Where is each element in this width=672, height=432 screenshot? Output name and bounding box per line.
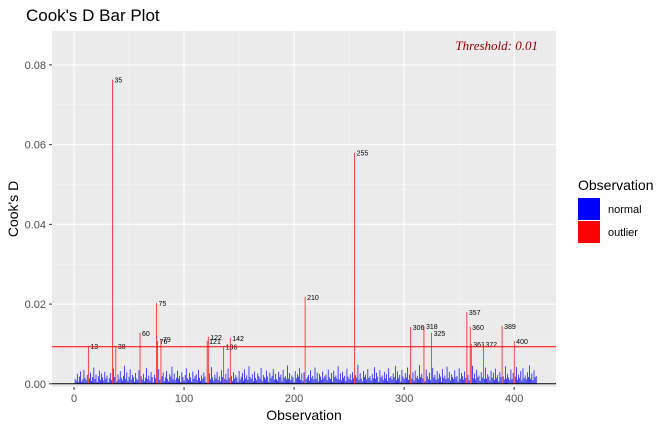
x-tick-label: 0	[71, 393, 77, 405]
y-tick-label: 0.00	[25, 379, 46, 391]
outlier-bars	[87, 79, 515, 384]
outlier-label: 360	[472, 325, 484, 332]
y-axis-title: Cook's D	[5, 181, 21, 237]
outlier-label: 142	[232, 336, 244, 343]
minor-gridlines	[52, 31, 556, 387]
outlier-label: 122	[210, 335, 222, 342]
legend-key-outlier	[578, 221, 600, 243]
outlier-label: 361	[473, 342, 485, 349]
legend-title: Observation	[578, 177, 653, 193]
legend-key-normal	[578, 198, 600, 220]
outlier-label: 372	[485, 342, 497, 349]
outlier-label: 325	[434, 331, 446, 338]
outlier-label: 76	[160, 339, 168, 346]
threshold-label: Threshold: 0.01	[455, 38, 538, 53]
outlier-label: 121	[209, 339, 221, 346]
legend-label-outlier: outlier	[608, 227, 638, 239]
y-axis-ticks: 0.00 0.02 0.04 0.06 0.08	[25, 60, 52, 391]
outlier-label: 306	[413, 325, 425, 332]
x-tick-label: 400	[505, 393, 523, 405]
normal-bars	[74, 364, 537, 384]
outlier-label: 400	[516, 339, 528, 346]
x-axis-ticks: 0 100 200 300 400	[71, 387, 523, 405]
outlier-label: 255	[357, 151, 369, 158]
outlier-label: 210	[307, 295, 319, 302]
x-tick-label: 200	[285, 393, 303, 405]
outlier-label: 75	[159, 301, 167, 308]
legend: Observation normal outlier	[578, 177, 653, 243]
outlier-label: 79	[163, 337, 171, 344]
outlier-label: 60	[142, 331, 150, 338]
outlier-label: 13	[90, 344, 98, 351]
outlier-label: 318	[426, 324, 438, 331]
outlier-label: 389	[504, 324, 516, 331]
x-tick-label: 100	[175, 393, 193, 405]
legend-label-normal: normal	[608, 204, 642, 216]
chart-title: Cook's D Bar Plot	[26, 6, 160, 25]
outlier-label: 357	[469, 310, 481, 317]
y-tick-label: 0.02	[25, 299, 46, 311]
x-axis-title: Observation	[266, 407, 341, 423]
y-tick-label: 0.08	[25, 60, 46, 72]
outlier-label: 35	[115, 78, 123, 85]
outlier-label: 136	[226, 345, 238, 352]
y-tick-label: 0.04	[25, 219, 46, 231]
y-tick-label: 0.06	[25, 140, 46, 152]
x-tick-label: 300	[395, 393, 413, 405]
plot-panel	[52, 31, 556, 387]
outlier-label: 38	[118, 344, 126, 351]
